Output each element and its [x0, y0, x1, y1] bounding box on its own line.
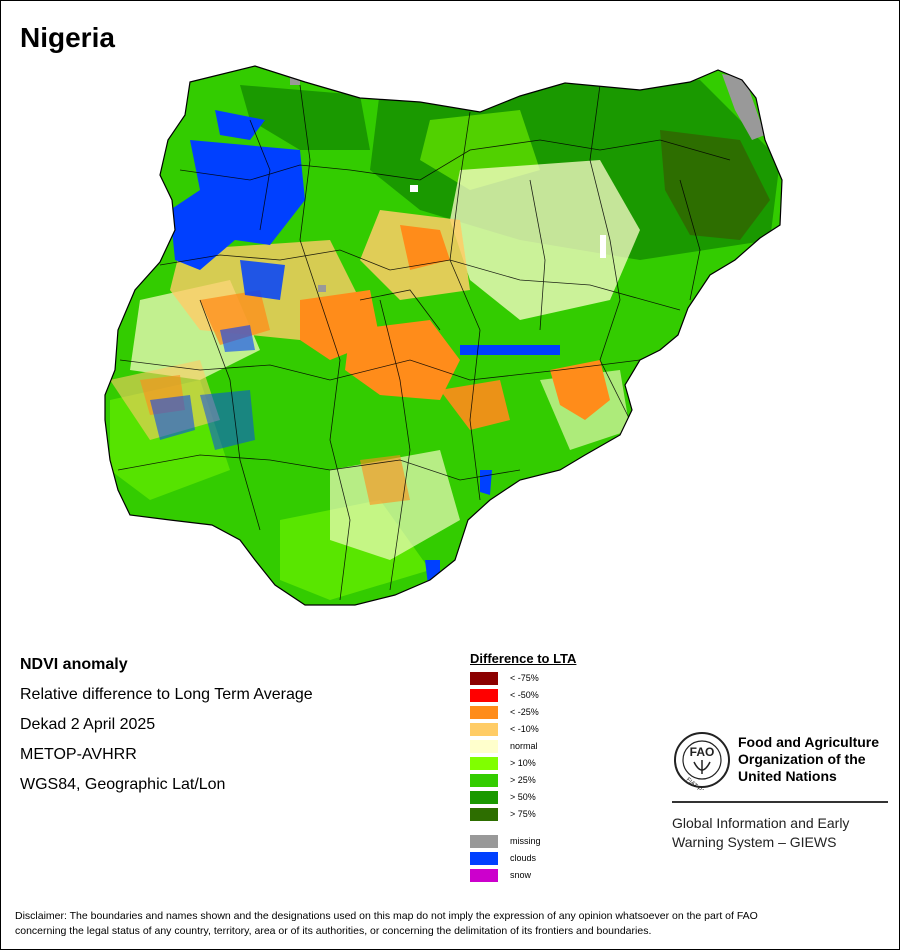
legend-label: < -25% [510, 707, 539, 717]
legend-swatch [470, 740, 498, 753]
map-title: Nigeria [20, 22, 115, 53]
legend-label: > 50% [510, 792, 536, 802]
fao-name-line1: Food and Agriculture [738, 734, 880, 750]
ndvi-anomaly-map [104, 65, 783, 606]
fao-emblem-icon: FAO FIAT PANIS [674, 732, 730, 790]
legend-swatch [470, 791, 498, 804]
legend-swatch [470, 672, 498, 685]
fao-name-line2: Organization of the [738, 751, 866, 767]
fao-logo-block: FAO FIAT PANIS Food and Agriculture Orga… [672, 730, 892, 850]
fao-name-line3: United Nations [738, 768, 837, 784]
disclaimer-line1: Disclaimer: The boundaries and names sho… [15, 910, 758, 922]
legend-label: < -75% [510, 673, 539, 683]
legend-swatch [470, 757, 498, 770]
fao-divider [672, 801, 888, 803]
product-name: NDVI anomaly [20, 656, 128, 673]
giews-label: Global Information and Early Warning Sys… [672, 814, 849, 852]
legend-swatch [470, 723, 498, 736]
legend-swatch [470, 869, 498, 882]
legend-swatch [470, 689, 498, 702]
product-description: Relative difference to Long Term Average [20, 686, 313, 703]
disclaimer: Disclaimer: The boundaries and names sho… [15, 909, 885, 939]
giews-line1: Global Information and Early [672, 815, 850, 831]
legend-swatch [470, 835, 498, 848]
legend-label: normal [510, 741, 538, 751]
legend-label: < -10% [510, 724, 539, 734]
disclaimer-line2: concerning the legal status of any count… [15, 925, 652, 937]
period-label: Dekad 2 April 2025 [20, 716, 156, 733]
legend-swatch [470, 774, 498, 787]
legend-label: > 75% [510, 809, 536, 819]
fao-name: Food and Agriculture Organization of the… [738, 734, 879, 785]
giews-line2: Warning System – GIEWS [672, 834, 837, 850]
legend-swatch [470, 852, 498, 865]
legend-swatch [470, 808, 498, 821]
svg-text:FAO: FAO [690, 745, 715, 759]
legend-label: < -50% [510, 690, 539, 700]
legend-label: > 10% [510, 758, 536, 768]
projection-label: WGS84, Geographic Lat/Lon [20, 776, 226, 793]
legend-swatch [470, 706, 498, 719]
sensor-label: METOP-AVHRR [20, 746, 137, 763]
legend-label: snow [510, 870, 532, 880]
legend-title: Difference to LTA [470, 651, 577, 666]
legend-label: clouds [510, 853, 537, 863]
legend-label: > 25% [510, 775, 536, 785]
legend-label: missing [510, 836, 541, 846]
